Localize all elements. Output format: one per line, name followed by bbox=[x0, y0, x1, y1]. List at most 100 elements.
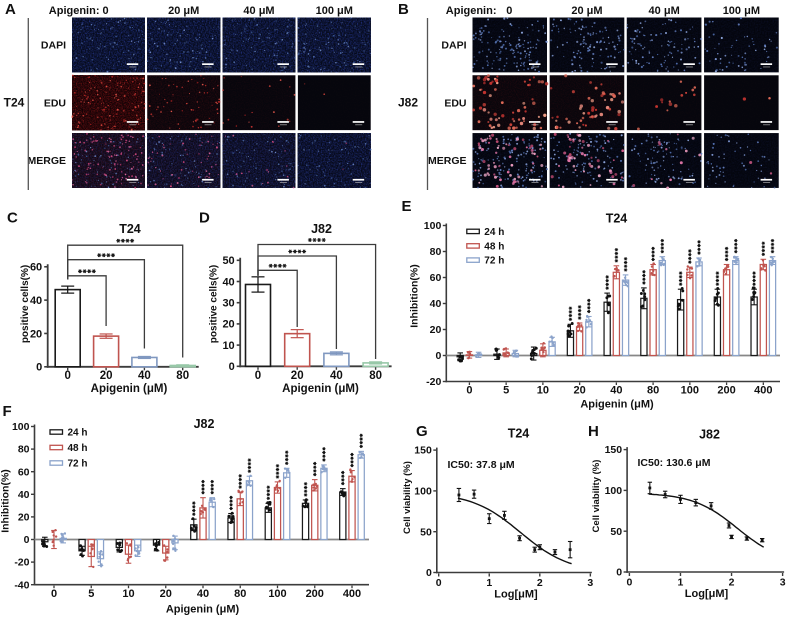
svg-text:100: 100 bbox=[12, 421, 30, 433]
svg-text:80: 80 bbox=[369, 370, 382, 382]
svg-text:Apigenin (μM): Apigenin (μM) bbox=[166, 604, 240, 616]
svg-text:positive cells(%): positive cells(%) bbox=[209, 265, 220, 343]
svg-text:80: 80 bbox=[234, 588, 246, 600]
svg-text:400: 400 bbox=[754, 385, 772, 397]
svg-text:0: 0 bbox=[435, 350, 441, 362]
svg-text:30: 30 bbox=[222, 298, 234, 310]
svg-text:5: 5 bbox=[88, 588, 94, 600]
svg-text:A: A bbox=[5, 1, 16, 18]
svg-text:24 h: 24 h bbox=[484, 227, 504, 238]
svg-text:48 h: 48 h bbox=[484, 241, 504, 252]
svg-text:DAPI: DAPI bbox=[41, 40, 66, 52]
svg-text:50: 50 bbox=[420, 526, 432, 538]
svg-text:0: 0 bbox=[255, 370, 261, 382]
svg-text:MERGE: MERGE bbox=[27, 155, 66, 167]
svg-text:20: 20 bbox=[30, 328, 42, 340]
svg-text:20: 20 bbox=[291, 370, 304, 382]
svg-text:100 μM: 100 μM bbox=[723, 5, 760, 17]
svg-text:EDU: EDU bbox=[44, 97, 66, 109]
svg-text:72 h: 72 h bbox=[484, 256, 504, 267]
svg-text:400: 400 bbox=[343, 588, 361, 600]
svg-text:J82: J82 bbox=[699, 428, 720, 442]
svg-text:60: 60 bbox=[430, 272, 442, 284]
svg-text:1: 1 bbox=[678, 577, 684, 589]
svg-text:H: H bbox=[588, 423, 599, 440]
svg-text:40: 40 bbox=[610, 385, 622, 397]
svg-text:2: 2 bbox=[729, 577, 735, 589]
svg-text:80: 80 bbox=[18, 444, 30, 456]
svg-text:Apigenin (μM): Apigenin (μM) bbox=[91, 383, 168, 395]
svg-text:100 μM: 100 μM bbox=[316, 5, 353, 17]
svg-text:MERGE: MERGE bbox=[428, 155, 467, 167]
svg-text:EDU: EDU bbox=[444, 97, 466, 109]
svg-text:40: 40 bbox=[430, 298, 442, 310]
svg-text:0: 0 bbox=[506, 5, 512, 17]
svg-text:0: 0 bbox=[51, 588, 57, 600]
svg-text:IC50: 37.8 μM: IC50: 37.8 μM bbox=[448, 459, 515, 471]
svg-text:5: 5 bbox=[503, 385, 509, 397]
svg-text:40: 40 bbox=[222, 276, 234, 288]
svg-text:60: 60 bbox=[18, 466, 30, 478]
svg-text:positive cells(%): positive cells(%) bbox=[20, 265, 31, 343]
svg-text:20: 20 bbox=[100, 370, 113, 382]
svg-text:50: 50 bbox=[222, 255, 234, 267]
svg-text:20: 20 bbox=[222, 319, 234, 331]
svg-text:60: 60 bbox=[30, 262, 42, 274]
svg-text:0: 0 bbox=[436, 577, 442, 589]
svg-text:DAPI: DAPI bbox=[441, 40, 466, 52]
svg-text:Apigenin:: Apigenin: bbox=[446, 5, 497, 17]
svg-text:Inhibition(%): Inhibition(%) bbox=[0, 469, 12, 533]
svg-text:Cell viability (%): Cell viability (%) bbox=[402, 461, 413, 534]
svg-text:T24: T24 bbox=[606, 212, 628, 226]
svg-text:T24: T24 bbox=[4, 96, 25, 110]
svg-text:3: 3 bbox=[780, 577, 786, 589]
svg-text:50: 50 bbox=[610, 526, 622, 538]
svg-text:0: 0 bbox=[466, 385, 472, 397]
svg-text:1: 1 bbox=[486, 577, 492, 589]
svg-text:72 h: 72 h bbox=[68, 459, 88, 470]
svg-text:100: 100 bbox=[424, 220, 442, 232]
svg-text:200: 200 bbox=[306, 588, 324, 600]
svg-text:100: 100 bbox=[605, 485, 623, 497]
svg-text:40: 40 bbox=[18, 489, 30, 501]
svg-text:Cell viability (%): Cell viability (%) bbox=[591, 460, 602, 533]
svg-text:0: 0 bbox=[36, 362, 42, 374]
svg-text:G: G bbox=[416, 423, 428, 440]
svg-text:Log[μM]: Log[μM] bbox=[494, 589, 538, 601]
svg-text:0: 0 bbox=[626, 577, 632, 589]
svg-text:0: 0 bbox=[229, 361, 235, 373]
svg-text:J82: J82 bbox=[194, 417, 215, 431]
svg-text:J82: J82 bbox=[398, 96, 418, 110]
svg-text:Apigenin:: Apigenin: bbox=[49, 5, 100, 17]
svg-text:20: 20 bbox=[160, 588, 172, 600]
svg-text:20: 20 bbox=[18, 512, 30, 524]
svg-text:40: 40 bbox=[197, 588, 209, 600]
svg-text:F: F bbox=[3, 403, 12, 420]
svg-text:0: 0 bbox=[616, 567, 622, 579]
svg-text:2: 2 bbox=[537, 577, 543, 589]
svg-text:0: 0 bbox=[24, 534, 30, 546]
svg-text:40 μM: 40 μM bbox=[649, 5, 680, 17]
svg-text:T24: T24 bbox=[119, 222, 141, 236]
svg-text:20 μM: 20 μM bbox=[168, 5, 199, 17]
svg-text:40: 40 bbox=[330, 370, 343, 382]
svg-text:Apigenin (μM): Apigenin (μM) bbox=[282, 383, 359, 395]
svg-text:100: 100 bbox=[414, 486, 432, 498]
svg-text:D: D bbox=[199, 210, 210, 227]
svg-text:0: 0 bbox=[64, 370, 70, 382]
svg-text:100: 100 bbox=[681, 385, 699, 397]
svg-text:20: 20 bbox=[573, 385, 585, 397]
svg-text:0: 0 bbox=[426, 567, 432, 579]
svg-text:-20: -20 bbox=[426, 376, 441, 388]
svg-text:48 h: 48 h bbox=[68, 443, 88, 454]
svg-text:-40: -40 bbox=[14, 579, 29, 591]
svg-text:Inhibition(%): Inhibition(%) bbox=[408, 264, 420, 328]
svg-text:150: 150 bbox=[605, 444, 623, 456]
svg-text:IC50: 130.6 μM: IC50: 130.6 μM bbox=[638, 457, 711, 469]
svg-text:24 h: 24 h bbox=[68, 428, 88, 439]
svg-text:80: 80 bbox=[176, 370, 189, 382]
svg-text:3: 3 bbox=[587, 577, 593, 589]
svg-text:B: B bbox=[398, 1, 409, 18]
svg-text:20: 20 bbox=[430, 324, 442, 336]
svg-text:Apigenin (μM): Apigenin (μM) bbox=[580, 399, 654, 411]
